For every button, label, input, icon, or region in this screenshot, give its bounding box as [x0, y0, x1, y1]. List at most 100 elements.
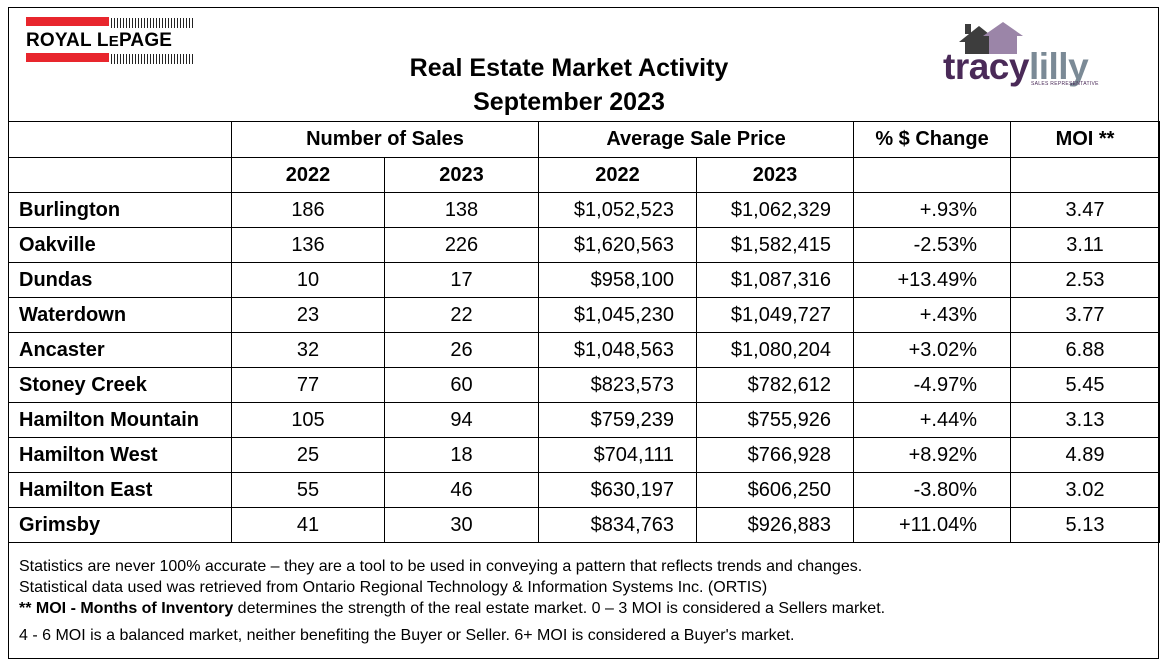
sales-2022-cell: 10	[231, 262, 385, 298]
change-cell: +.43%	[853, 297, 1012, 333]
price-2023-cell: $782,612	[696, 367, 855, 403]
change-cell: -4.97%	[853, 367, 1012, 403]
price-2022-cell: $823,573	[538, 367, 698, 403]
sales-2023-cell: 30	[383, 507, 540, 543]
town-cell: Grimsby	[8, 507, 232, 543]
group-header-row: Number of Sales Average Sale Price % $ C…	[8, 121, 1161, 158]
town-cell: Burlington	[8, 192, 232, 228]
table-row: Hamilton Mountain 105 94 $759,239 $755,926 +.…	[8, 402, 1161, 438]
sales-2023-cell: 22	[383, 297, 540, 333]
sales-2023-cell: 26	[383, 332, 540, 368]
sales-2022-cell: 23	[231, 297, 385, 333]
price-2023-cell: $606,250	[696, 472, 855, 508]
price-2022-cell: $759,239	[538, 402, 698, 438]
house-icon	[959, 22, 1023, 54]
moi-cell: 3.13	[1010, 402, 1161, 438]
note-accuracy: Statistics are never 100% accurate – the…	[19, 558, 863, 575]
town-cell: Ancaster	[8, 332, 232, 368]
year-header-row: 2022 2023 2022 2023	[8, 157, 1161, 193]
town-cell: Oakville	[8, 227, 232, 263]
price-2022-cell: $958,100	[538, 262, 698, 298]
town-cell: Hamilton West	[8, 437, 232, 473]
table-row: Hamilton East 55 46 $630,197 $606,250 -3.80% 3…	[8, 472, 1161, 508]
moi-cell: 3.11	[1010, 227, 1161, 263]
header-percent-change: % $ Change	[853, 121, 1012, 158]
header: ROYAL LEPAGE Real Estate Market Activity…	[9, 8, 1158, 122]
sales-2022-cell: 186	[231, 192, 385, 228]
price-2023-cell: $926,883	[696, 507, 855, 543]
footnotes: Statistics are never 100% accurate – the…	[19, 556, 885, 646]
header-price-2022: 2022	[538, 157, 698, 193]
sales-2023-cell: 46	[383, 472, 540, 508]
header-sales-2022: 2022	[231, 157, 385, 193]
sales-2022-cell: 136	[231, 227, 385, 263]
price-2023-cell: $1,582,415	[696, 227, 855, 263]
town-cell: Stoney Creek	[8, 367, 232, 403]
town-cell: Waterdown	[8, 297, 232, 333]
sales-2023-cell: 94	[383, 402, 540, 438]
town-cell: Hamilton East	[8, 472, 232, 508]
header-moi: MOI **	[1010, 121, 1161, 158]
table-row: Oakville 136 226 $1,620,563 $1,582,415 -2.53%…	[8, 227, 1161, 263]
change-cell: +8.92%	[853, 437, 1012, 473]
moi-cell: 3.02	[1010, 472, 1161, 508]
price-2023-cell: $1,087,316	[696, 262, 855, 298]
sales-2022-cell: 32	[231, 332, 385, 368]
moi-cell: 4.89	[1010, 437, 1161, 473]
change-cell: -2.53%	[853, 227, 1012, 263]
change-cell: +13.49%	[853, 262, 1012, 298]
table-row: Waterdown 23 22 $1,045,230 $1,049,727 +.43% 3.…	[8, 297, 1161, 333]
price-2022-cell: $630,197	[538, 472, 698, 508]
page-title: Real Estate Market Activity	[409, 54, 729, 82]
change-cell: +.93%	[853, 192, 1012, 228]
royal-lepage-logo: ROYAL LEPAGE	[26, 16, 194, 65]
price-2022-cell: $1,052,523	[538, 192, 698, 228]
document-frame: ROYAL LEPAGE Real Estate Market Activity…	[8, 7, 1161, 659]
sales-2022-cell: 41	[231, 507, 385, 543]
price-2022-cell: $704,111	[538, 437, 698, 473]
header-price-2023: 2023	[696, 157, 855, 193]
town-cell: Dundas	[8, 262, 232, 298]
price-2023-cell: $755,926	[696, 402, 855, 438]
table-row: Ancaster 32 26 $1,048,563 $1,080,204 +3.02% 6.…	[8, 332, 1161, 368]
tracy-lilly-logo: tracylilly SALES REPRESENTATIVE	[927, 20, 1117, 100]
price-2022-cell: $1,620,563	[538, 227, 698, 263]
sales-2023-cell: 17	[383, 262, 540, 298]
note-moi-definition: ** MOI - Months of Inventory determines …	[19, 600, 886, 617]
change-cell: +.44%	[853, 402, 1012, 438]
table-row: Grimsby 41 30 $834,763 $926,883 +11.04% 5.13	[8, 507, 1161, 543]
price-2023-cell: $1,062,329	[696, 192, 855, 228]
page-subtitle: September 2023	[473, 88, 665, 116]
sales-2022-cell: 55	[231, 472, 385, 508]
change-cell: +11.04%	[853, 507, 1012, 543]
moi-cell: 5.45	[1010, 367, 1161, 403]
price-2022-cell: $1,045,230	[538, 297, 698, 333]
header-number-of-sales: Number of Sales	[230, 121, 540, 158]
sales-2022-cell: 105	[231, 402, 385, 438]
market-activity-table: Number of Sales Average Sale Price % $ C…	[8, 121, 1161, 543]
note-source: Statistical data used was retrieved from…	[19, 579, 768, 596]
price-2023-cell: $766,928	[696, 437, 855, 473]
sales-2023-cell: 226	[383, 227, 540, 263]
header-sales-2023: 2023	[383, 157, 540, 193]
sales-2023-cell: 138	[383, 192, 540, 228]
sales-2022-cell: 25	[231, 437, 385, 473]
price-2023-cell: $1,080,204	[696, 332, 855, 368]
moi-cell: 2.53	[1010, 262, 1161, 298]
header-average-sale-price: Average Sale Price	[538, 121, 855, 158]
table-row: Stoney Creek 77 60 $823,573 $782,612 -4.97% 5.…	[8, 367, 1161, 403]
table-row: Dundas 10 17 $958,100 $1,087,316 +13.49% 2.53	[8, 262, 1161, 298]
price-2022-cell: $1,048,563	[538, 332, 698, 368]
table-row: Hamilton West 25 18 $704,111 $766,928 +8.92% 4…	[8, 437, 1161, 473]
table-row: Burlington 186 138 $1,052,523 $1,062,329 +.93…	[8, 192, 1161, 228]
town-cell: Hamilton Mountain	[8, 402, 232, 438]
note-moi-scale: 4 - 6 MOI is a balanced market, neither …	[19, 627, 795, 644]
moi-cell: 5.13	[1010, 507, 1161, 543]
sales-2022-cell: 77	[231, 367, 385, 403]
price-2023-cell: $1,049,727	[696, 297, 855, 333]
moi-cell: 3.47	[1010, 192, 1161, 228]
moi-cell: 3.77	[1010, 297, 1161, 333]
price-2022-cell: $834,763	[538, 507, 698, 543]
change-cell: -3.80%	[853, 472, 1012, 508]
sales-2023-cell: 18	[383, 437, 540, 473]
